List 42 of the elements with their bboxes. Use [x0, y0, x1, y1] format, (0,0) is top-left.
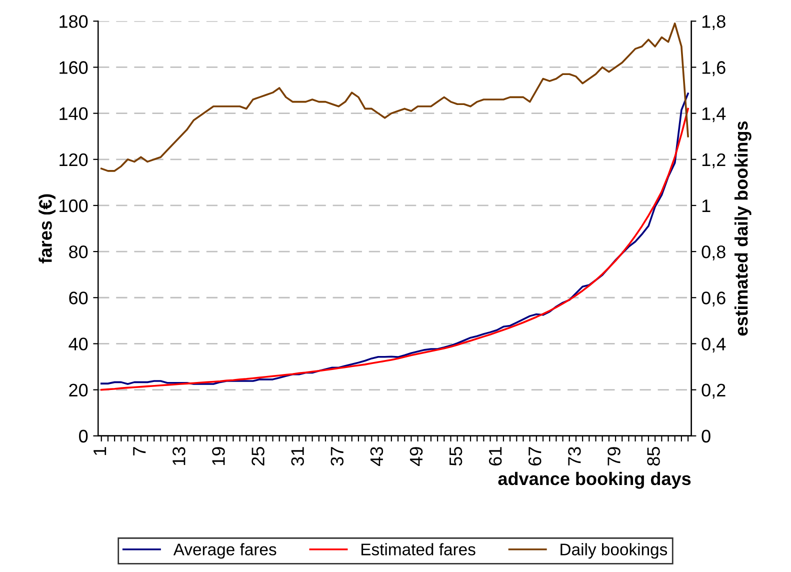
y-tick-label: 100 — [60, 199, 88, 212]
legend-label: Daily bookings — [560, 543, 668, 559]
x-tick-label: 43 — [370, 447, 384, 466]
x-tick-label: 7 — [133, 447, 146, 456]
x-tick-label: 61 — [488, 447, 502, 466]
y-tick-label: 60 — [69, 292, 88, 304]
y-tick-label: 80 — [69, 245, 88, 258]
y2-tick-label: 0,8 — [702, 245, 726, 260]
y-tick-label: 140 — [60, 107, 88, 120]
y-tick-label: 160 — [60, 61, 88, 74]
y2-tick-label: 0,2 — [702, 384, 726, 399]
y-tick-label: 40 — [68, 338, 88, 350]
x-tick-label: 49 — [410, 447, 423, 466]
x-tick-label: 19 — [212, 447, 225, 465]
y-tick-label: 20 — [69, 384, 88, 397]
y2-tick-label: 0,6 — [702, 292, 726, 306]
y-axis-title: fares (€) — [38, 194, 56, 264]
y2-tick-label: 1,2 — [702, 153, 726, 168]
x-tick-label: 73 — [568, 447, 581, 466]
x-tick-label: 1 — [94, 447, 106, 455]
x-tick-label: 25 — [252, 447, 264, 466]
x-tick-label: 37 — [330, 447, 344, 466]
legend-label: Estimated fares — [362, 543, 476, 556]
line-series — [100, 22, 689, 172]
x-axis-title: advance booking days — [498, 472, 691, 489]
y2-tick-label: 0 — [702, 430, 710, 443]
y-tick-label: 0 — [79, 430, 88, 443]
x-tick-label: 31 — [291, 447, 304, 466]
y-tick-label: 180 — [60, 15, 88, 28]
y2-tick-label: 1 — [702, 200, 710, 212]
y2-tick-label: 1,4 — [702, 107, 726, 122]
x-tick-label: 79 — [608, 447, 620, 466]
y2-tick-label: 0,4 — [702, 338, 726, 353]
y-tick-label: 120 — [60, 153, 88, 166]
y2-axis-title: estimated daily bookings — [734, 121, 752, 336]
y2-tick-label: 1,6 — [702, 61, 726, 76]
legend-label: Average fares — [173, 543, 276, 559]
x-tick-label: 67 — [528, 447, 542, 466]
y2-tick-label: 1,8 — [702, 15, 726, 30]
x-tick-label: 13 — [172, 447, 186, 465]
x-tick-label: 85 — [647, 447, 660, 466]
x-tick-label: 55 — [450, 447, 462, 466]
